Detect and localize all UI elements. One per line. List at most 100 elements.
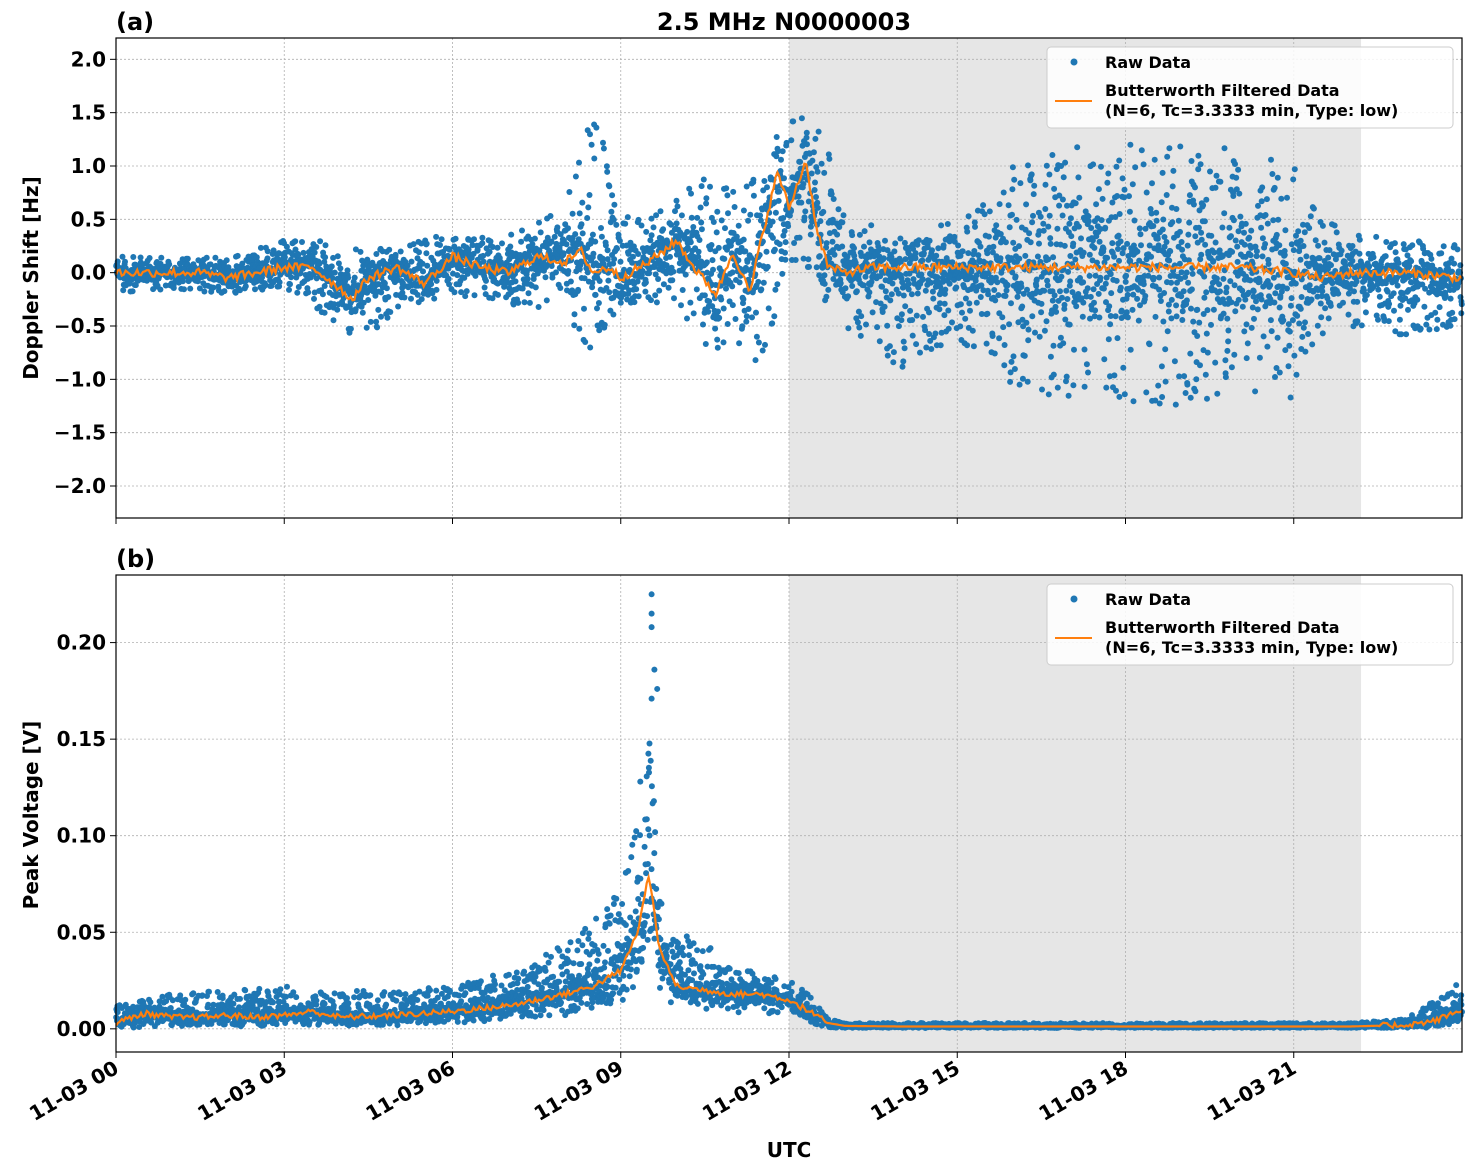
raw-data-point — [965, 213, 972, 220]
raw-data-point — [1208, 321, 1214, 328]
raw-data-point — [1096, 314, 1103, 321]
raw-data-point — [837, 280, 844, 287]
raw-data-point — [660, 226, 667, 233]
raw-data-point — [1051, 185, 1058, 192]
raw-data-point — [1016, 381, 1023, 388]
raw-data-point — [964, 228, 971, 235]
raw-data-point — [1356, 250, 1363, 257]
raw-data-point — [1096, 238, 1103, 245]
raw-data-point — [890, 359, 897, 366]
raw-data-point — [801, 214, 808, 221]
raw-data-point — [919, 257, 926, 264]
raw-data-point — [1175, 217, 1182, 224]
raw-data-point — [1263, 196, 1270, 203]
raw-data-point — [969, 327, 976, 334]
raw-data-point — [1104, 179, 1111, 186]
raw-data-point — [642, 288, 649, 295]
raw-data-point — [365, 297, 372, 303]
raw-data-point — [1169, 183, 1176, 190]
raw-data-point — [814, 168, 821, 175]
raw-data-point — [1395, 260, 1402, 266]
raw-data-point — [1259, 235, 1266, 242]
raw-data-point — [1124, 314, 1131, 321]
raw-data-point — [902, 303, 909, 310]
raw-data-point — [408, 258, 415, 265]
raw-data-point — [608, 208, 615, 215]
raw-data-point — [774, 281, 781, 288]
raw-data-point — [1051, 292, 1058, 299]
raw-data-point — [1271, 184, 1278, 191]
raw-data-point — [913, 341, 920, 348]
raw-data-point — [798, 115, 805, 122]
raw-data-point — [729, 269, 736, 276]
raw-data-point — [429, 290, 436, 297]
raw-data-point — [1111, 253, 1118, 260]
raw-data-point — [1376, 293, 1383, 300]
raw-data-point — [1300, 243, 1307, 249]
raw-data-point — [414, 291, 421, 298]
raw-data-point — [1071, 346, 1077, 353]
raw-data-point — [1302, 348, 1309, 355]
raw-data-point — [1251, 315, 1257, 322]
raw-data-point — [311, 249, 318, 256]
raw-data-point — [1345, 311, 1352, 318]
raw-data-point — [1109, 199, 1116, 206]
raw-data-point — [678, 212, 685, 219]
raw-data-point — [284, 983, 290, 990]
raw-data-point — [594, 305, 600, 312]
raw-data-point — [879, 309, 886, 315]
raw-data-point — [1152, 313, 1159, 320]
raw-data-point — [524, 275, 531, 282]
raw-data-point — [1299, 333, 1306, 340]
raw-data-point — [565, 268, 572, 274]
raw-data-point — [714, 208, 721, 215]
raw-data-point — [596, 278, 603, 284]
raw-data-point — [752, 357, 759, 364]
raw-data-point — [1090, 286, 1097, 293]
raw-data-point — [207, 261, 214, 268]
raw-data-point — [1086, 251, 1093, 258]
raw-data-point — [1417, 325, 1424, 332]
raw-data-point — [1163, 239, 1170, 245]
raw-data-point — [1037, 213, 1044, 220]
raw-data-point — [861, 228, 868, 235]
raw-data-point — [701, 292, 708, 299]
raw-data-point — [1173, 302, 1180, 309]
raw-data-point — [1074, 144, 1081, 151]
raw-data-point — [446, 246, 453, 253]
raw-data-point — [945, 325, 952, 332]
raw-data-point — [1440, 243, 1447, 250]
raw-data-point — [703, 200, 710, 207]
raw-data-point — [576, 159, 582, 166]
raw-data-point — [494, 244, 501, 251]
raw-data-point — [981, 211, 988, 218]
raw-data-point — [1091, 244, 1098, 251]
raw-data-point — [1009, 164, 1016, 171]
raw-data-point — [294, 289, 301, 296]
raw-data-point — [1212, 239, 1219, 246]
y-tick-label: 0.0 — [71, 261, 106, 285]
raw-data-point — [542, 274, 549, 281]
raw-data-point — [1166, 257, 1173, 264]
raw-data-point — [718, 217, 725, 224]
raw-data-point — [941, 300, 948, 307]
raw-data-point — [1126, 193, 1132, 200]
raw-data-point — [749, 314, 755, 321]
raw-data-point — [1143, 189, 1150, 196]
raw-data-point — [1230, 193, 1237, 199]
raw-data-point — [813, 194, 819, 200]
raw-data-point — [932, 330, 939, 337]
raw-data-point — [857, 332, 864, 339]
raw-data-point — [797, 158, 804, 165]
raw-data-point — [900, 358, 907, 365]
raw-data-point — [146, 255, 153, 261]
raw-data-point — [884, 322, 891, 329]
raw-data-point — [1276, 304, 1283, 311]
raw-data-point — [1258, 224, 1265, 231]
raw-data-point — [962, 315, 969, 322]
raw-data-point — [277, 986, 284, 993]
raw-data-point — [858, 313, 865, 320]
raw-data-point — [451, 289, 458, 296]
raw-data-point — [387, 309, 394, 315]
raw-data-point — [635, 293, 642, 300]
